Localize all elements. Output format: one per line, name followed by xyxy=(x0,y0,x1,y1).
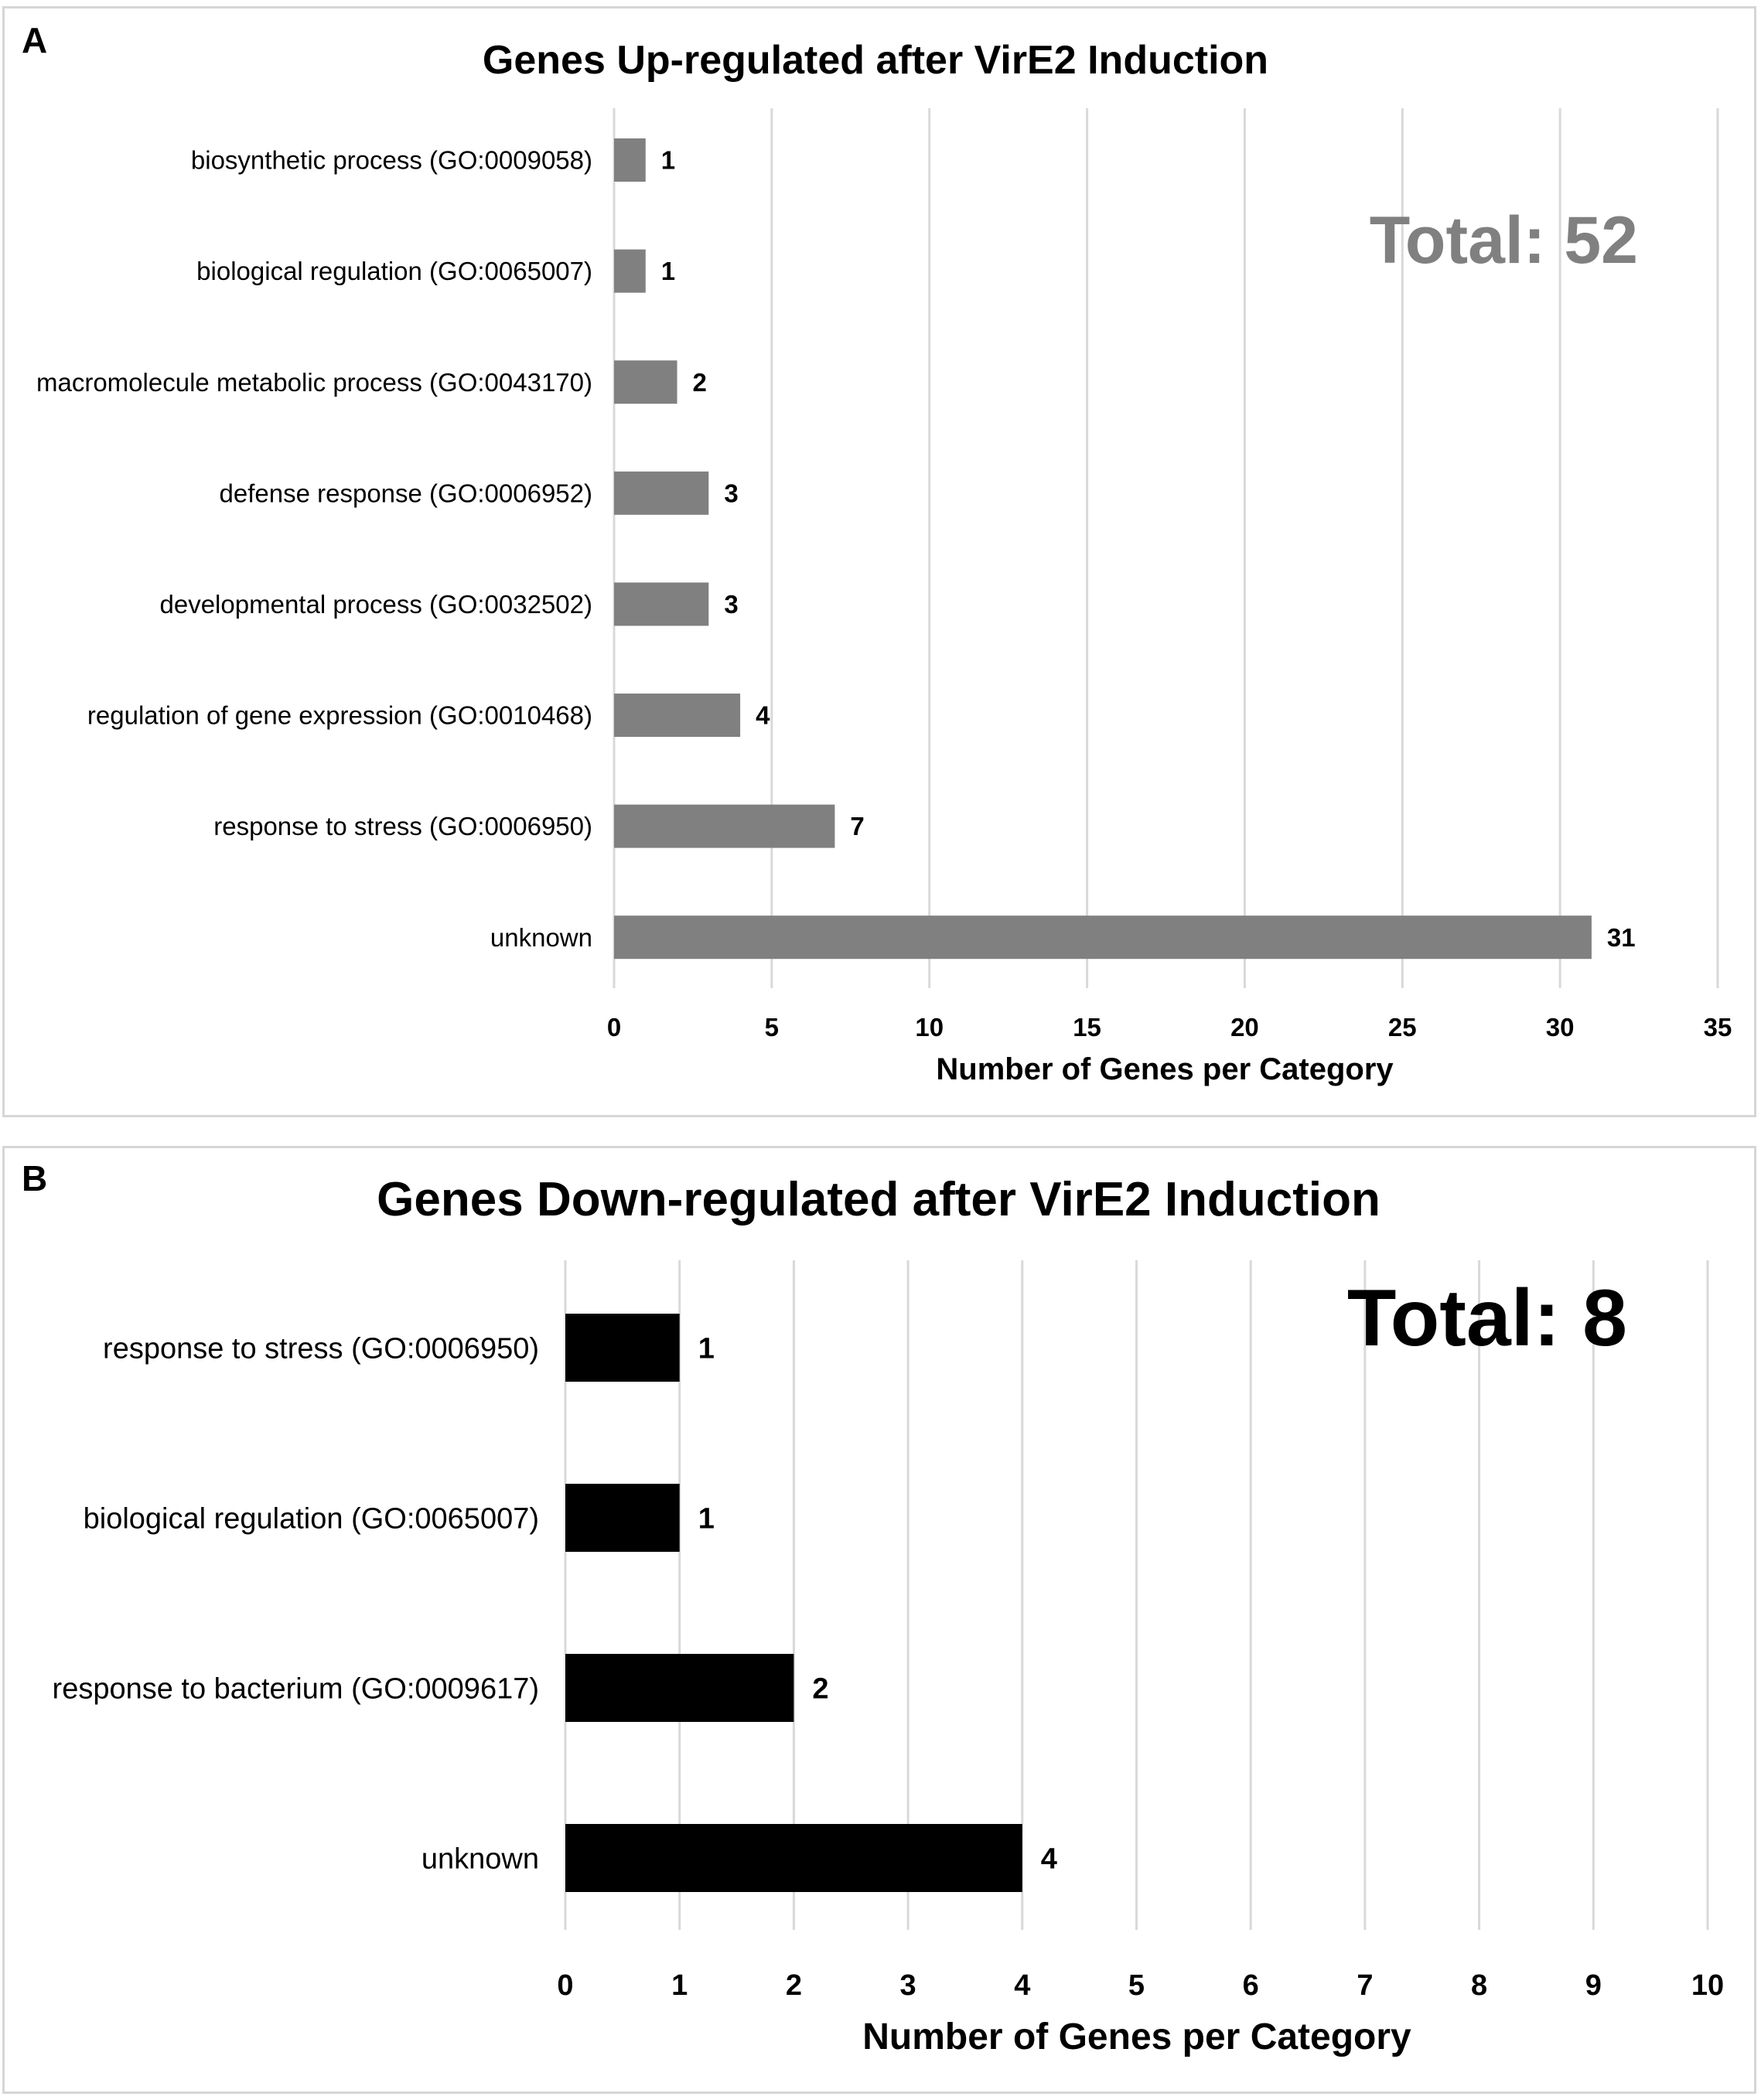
data-label: 2 xyxy=(693,368,707,397)
data-label: 4 xyxy=(756,701,770,730)
bar xyxy=(614,694,741,737)
x-tick-label: 6 xyxy=(1243,1969,1259,2002)
category-label: biological regulation (GO:0065007) xyxy=(196,257,592,285)
category-label: defense response (GO:0006952) xyxy=(220,479,592,507)
x-tick-label: 2 xyxy=(786,1969,802,2002)
x-tick-label: 4 xyxy=(1014,1969,1030,2002)
total-annotation: Total: 8 xyxy=(1347,1273,1627,1363)
category-label: response to stress (GO:0006950) xyxy=(103,1332,539,1365)
x-tick-label: 5 xyxy=(1128,1969,1145,2002)
x-tick-label: 10 xyxy=(915,1013,944,1041)
data-label: 1 xyxy=(661,146,675,175)
x-tick-label: 5 xyxy=(765,1013,779,1041)
data-label: 3 xyxy=(724,590,738,619)
x-tick-label: 8 xyxy=(1471,1969,1487,2002)
x-tick-label: 10 xyxy=(1691,1969,1724,2002)
x-tick-label: 7 xyxy=(1357,1969,1373,2002)
bar xyxy=(565,1824,1022,1892)
bar xyxy=(565,1484,680,1552)
category-label: biosynthetic process (GO:0009058) xyxy=(191,146,592,175)
data-label: 7 xyxy=(850,812,864,840)
panel-b: B xyxy=(2,1146,1756,2094)
bar xyxy=(614,915,1592,960)
x-tick-label: 1 xyxy=(671,1969,688,2002)
category-label: unknown xyxy=(490,923,592,952)
bar xyxy=(614,804,835,848)
chart-a: Genes Up-regulated after VirE2 Induction… xyxy=(36,38,1732,1086)
x-tick-label: 15 xyxy=(1073,1013,1101,1041)
x-tick-label: 25 xyxy=(1388,1013,1417,1041)
x-tick-label: 9 xyxy=(1585,1969,1602,2002)
category-label: unknown xyxy=(421,1843,539,1875)
category-label: response to bacterium (GO:0009617) xyxy=(53,1672,539,1705)
data-label: 1 xyxy=(698,1502,715,1535)
x-tick-label: 3 xyxy=(900,1969,916,2002)
total-annotation: Total: 52 xyxy=(1370,203,1638,278)
category-label: biological regulation (GO:0065007) xyxy=(84,1502,539,1535)
data-label: 1 xyxy=(698,1332,715,1365)
data-label: 3 xyxy=(724,479,738,507)
panel-label-a: A xyxy=(22,20,48,60)
x-tick-label: 0 xyxy=(557,1969,573,2002)
category-label: response to stress (GO:0006950) xyxy=(213,812,592,840)
data-label: 31 xyxy=(1607,923,1636,952)
x-axis-label: Number of Genes per Category xyxy=(936,1052,1394,1086)
category-label: developmental process (GO:0032502) xyxy=(160,590,593,619)
data-label: 1 xyxy=(661,257,675,285)
chart-title: Genes Up-regulated after VirE2 Induction xyxy=(483,38,1268,83)
data-label: 4 xyxy=(1041,1843,1057,1875)
x-tick-label: 20 xyxy=(1230,1013,1259,1041)
bar xyxy=(614,249,646,293)
bar xyxy=(614,360,677,404)
data-label: 2 xyxy=(812,1672,828,1705)
x-tick-label: 35 xyxy=(1704,1013,1732,1041)
chart-title: Genes Down-regulated after VirE2 Inducti… xyxy=(377,1173,1380,1226)
bar xyxy=(565,1314,680,1382)
x-tick-label: 30 xyxy=(1546,1013,1575,1041)
category-label: macromolecule metabolic process (GO:0043… xyxy=(36,368,592,397)
bar xyxy=(614,138,646,182)
panel-label-b: B xyxy=(22,1158,48,1198)
bar xyxy=(614,471,709,515)
x-tick-label: 0 xyxy=(607,1013,621,1041)
category-label: regulation of gene expression (GO:001046… xyxy=(87,701,592,730)
x-axis-label: Number of Genes per Category xyxy=(862,2016,1411,2057)
bar xyxy=(614,582,709,626)
bar xyxy=(565,1654,794,1722)
